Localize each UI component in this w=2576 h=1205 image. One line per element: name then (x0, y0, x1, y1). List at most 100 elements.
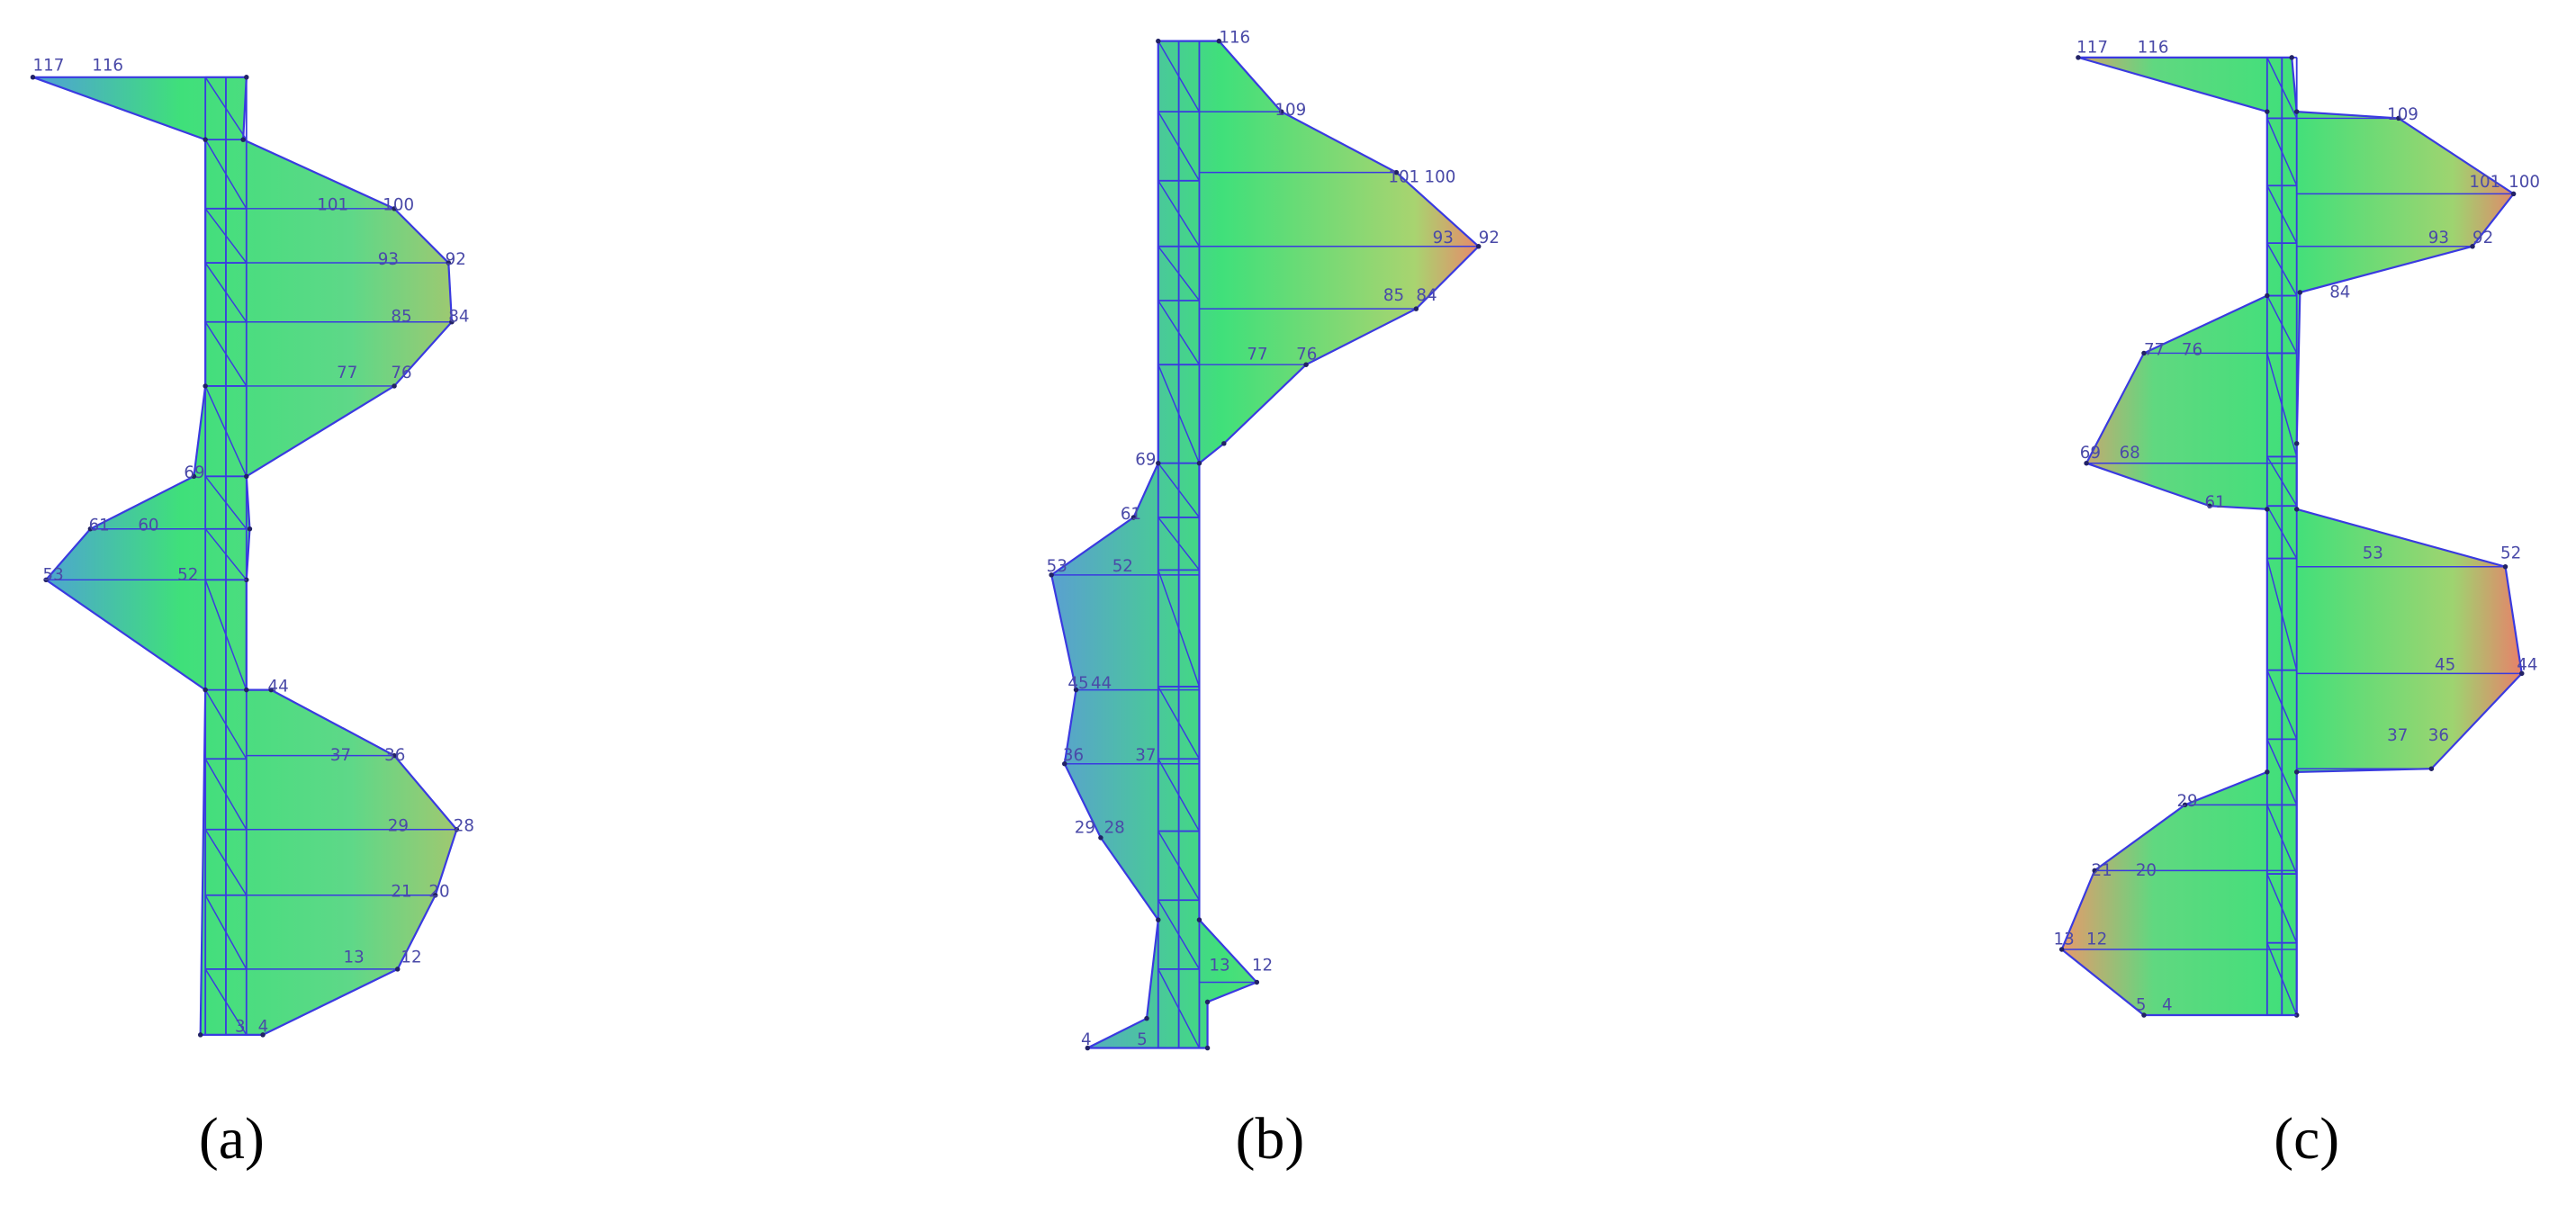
node-label: 36 (384, 746, 405, 765)
mesh-node (2519, 670, 2525, 677)
node-label: 4 (1081, 1030, 1092, 1049)
mesh-node (2265, 109, 2270, 114)
node-label: 76 (1296, 346, 1317, 364)
node-label: 12 (1252, 957, 1273, 976)
mesh-node (449, 319, 455, 325)
mesh-node (197, 1032, 203, 1038)
node-label: 69 (1135, 451, 1156, 470)
node-label: 37 (330, 746, 351, 765)
mesh-node (2293, 441, 2300, 446)
node-label: 13 (2054, 931, 2075, 949)
node-label: 116 (2138, 38, 2169, 57)
mesh-node (2470, 244, 2475, 249)
mesh-node (1204, 1045, 1211, 1051)
node-label: 84 (1416, 286, 1437, 305)
node-label: 93 (1433, 229, 1454, 247)
mesh-node (1196, 460, 1202, 466)
node-label: 92 (2472, 229, 2493, 247)
mesh-node (2265, 507, 2270, 512)
node-label: 93 (2428, 229, 2449, 247)
mesh-node (203, 383, 208, 389)
node-label: 21 (2092, 861, 2112, 880)
mesh-node (454, 827, 460, 832)
mesh-node (2510, 191, 2517, 197)
mesh-node (1204, 999, 1211, 1005)
mesh-node (1156, 38, 1161, 44)
node-label: 36 (1063, 746, 1084, 765)
mesh-node (1156, 460, 1161, 466)
node-label: 68 (2120, 444, 2140, 463)
node-label: 29 (388, 817, 409, 836)
panel-caption: (b) (1236, 1106, 1305, 1172)
mesh-node (87, 526, 94, 532)
panel-caption: (a) (199, 1106, 265, 1172)
mesh-node (392, 752, 397, 759)
mesh-node (1073, 687, 1079, 693)
node-label: 52 (2500, 544, 2521, 563)
node-label: 100 (383, 196, 414, 215)
mesh-node (2141, 350, 2147, 356)
node-label: 93 (378, 250, 399, 269)
node-label: 109 (2387, 105, 2418, 124)
node-label: 28 (1104, 818, 1125, 837)
mesh-node (244, 473, 249, 480)
mesh-node (2141, 1012, 2147, 1018)
node-label: 77 (337, 364, 357, 382)
mesh-node (2076, 55, 2081, 60)
node-label: 69 (2080, 444, 2101, 463)
mesh-node (1216, 38, 1222, 44)
node-label: 53 (1047, 557, 1067, 576)
mesh-node (1393, 169, 1400, 175)
mesh-node (203, 687, 208, 693)
mesh-node (392, 383, 397, 389)
mesh-node (2396, 115, 2401, 121)
node-label: 100 (2508, 173, 2540, 192)
mesh-node (1085, 1045, 1091, 1051)
mesh-node (2293, 769, 2300, 775)
mesh-node (2428, 766, 2435, 771)
node-label: 13 (343, 949, 364, 967)
node-label: 92 (1479, 229, 1500, 247)
node-label: 29 (2176, 792, 2197, 811)
node-label: 101 (2469, 173, 2500, 192)
mesh-node (244, 687, 249, 693)
node-label: 20 (428, 883, 449, 902)
mesh-node (268, 687, 274, 693)
mesh-node (1254, 979, 1260, 985)
node-label: 61 (2204, 493, 2225, 512)
node-label: 53 (42, 565, 63, 584)
node-label: 60 (138, 517, 158, 535)
mesh-node (432, 893, 438, 898)
mesh-node (1144, 1015, 1149, 1021)
mesh-fill (1049, 40, 1481, 1049)
mesh-node (394, 967, 401, 972)
node-label: 28 (454, 817, 474, 836)
mesh-node (2293, 507, 2300, 512)
mesh-node (244, 75, 249, 80)
mesh-node (2207, 503, 2212, 508)
mesh-node (2265, 292, 2270, 299)
mesh-node (1475, 244, 1482, 249)
node-label: 76 (2182, 340, 2202, 359)
mesh-node (240, 137, 246, 142)
node-label: 117 (33, 56, 65, 75)
mesh-node (2092, 868, 2097, 874)
mesh-node (1221, 441, 1227, 446)
node-label: 76 (391, 364, 411, 382)
node-label: 101 (1388, 168, 1419, 187)
node-label: 69 (184, 463, 204, 482)
mesh-node (2502, 563, 2508, 570)
mesh-node (247, 526, 253, 532)
mesh-node (43, 577, 49, 583)
node-label: 109 (1274, 101, 1306, 120)
node-label: 92 (446, 250, 466, 269)
node-label: 117 (2076, 38, 2108, 57)
mesh-node (2265, 769, 2270, 775)
node-label: 4 (258, 1017, 269, 1036)
node-label: 37 (2387, 726, 2408, 745)
node-label: 85 (391, 308, 411, 327)
node-label: 85 (1383, 286, 1404, 305)
node-label: 53 (2363, 544, 2383, 563)
mesh-node (2297, 290, 2303, 295)
